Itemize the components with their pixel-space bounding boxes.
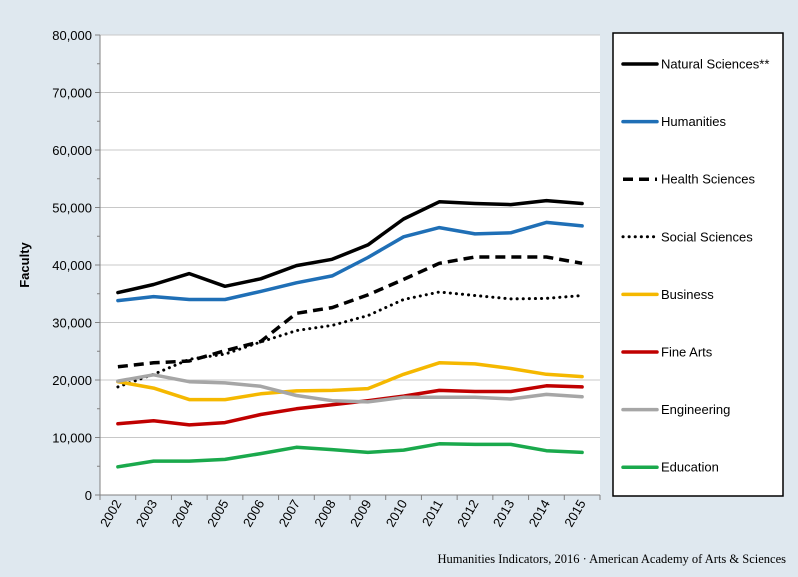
legend-box — [612, 32, 784, 497]
y-tick-label: 0 — [85, 488, 92, 503]
y-tick-label: 40,000 — [52, 258, 92, 273]
x-tick-label: 2011 — [419, 497, 446, 529]
x-tick-label: 2005 — [204, 497, 231, 530]
series-line-humanities — [116, 220, 584, 303]
series-line-health-sciences — [117, 255, 583, 369]
y-axis-label: Faculty — [17, 241, 32, 287]
y-tick-label: 50,000 — [52, 201, 92, 216]
legend-label-business: Business — [661, 287, 714, 302]
y-tick-label: 80,000 — [52, 28, 92, 43]
y-tick-label: 20,000 — [52, 373, 92, 388]
x-tick-label: 2014 — [526, 497, 553, 530]
y-tick-label: 70,000 — [52, 86, 92, 101]
legend-label-education: Education — [661, 460, 719, 475]
series-line-education — [116, 442, 584, 469]
source-caption: Humanities Indicators, 2016 · American A… — [437, 552, 786, 566]
x-tick-label: 2007 — [276, 497, 303, 530]
legend-label-social-sciences: Social Sciences — [661, 229, 753, 244]
x-tick-label: 2012 — [454, 497, 481, 530]
legend-label-engineering: Engineering — [661, 402, 730, 417]
y-tick-label: 10,000 — [52, 431, 92, 446]
x-tick-label: 2002 — [97, 497, 124, 530]
legend-label-humanities: Humanities — [661, 114, 727, 129]
x-tick-label: 2008 — [311, 497, 338, 530]
series-line-business — [116, 361, 584, 402]
series-line-engineering — [116, 373, 584, 404]
x-tick-label: 2010 — [383, 497, 410, 530]
x-tick-label: 2009 — [347, 497, 374, 530]
y-tick-label: 30,000 — [52, 316, 92, 331]
x-tick-label: 2004 — [168, 497, 195, 530]
series-line-social-sciences — [116, 290, 584, 389]
x-tick-label: 2003 — [133, 497, 160, 530]
legend-label-fine-arts: Fine Arts — [661, 345, 713, 360]
x-tick-label: 2013 — [490, 497, 517, 530]
legend-label-health-sciences: Health Sciences — [661, 172, 755, 187]
legend-label-natural-sciences: Natural Sciences** — [661, 57, 769, 72]
series-line-natural-sciences — [116, 198, 584, 295]
y-tick-label: 60,000 — [52, 143, 92, 158]
series-layer — [116, 198, 584, 469]
x-tick-label: 2015 — [561, 497, 588, 530]
legend: Natural Sciences** Humanities Health Scien… — [612, 32, 784, 497]
x-tick-label: 2006 — [240, 497, 267, 530]
